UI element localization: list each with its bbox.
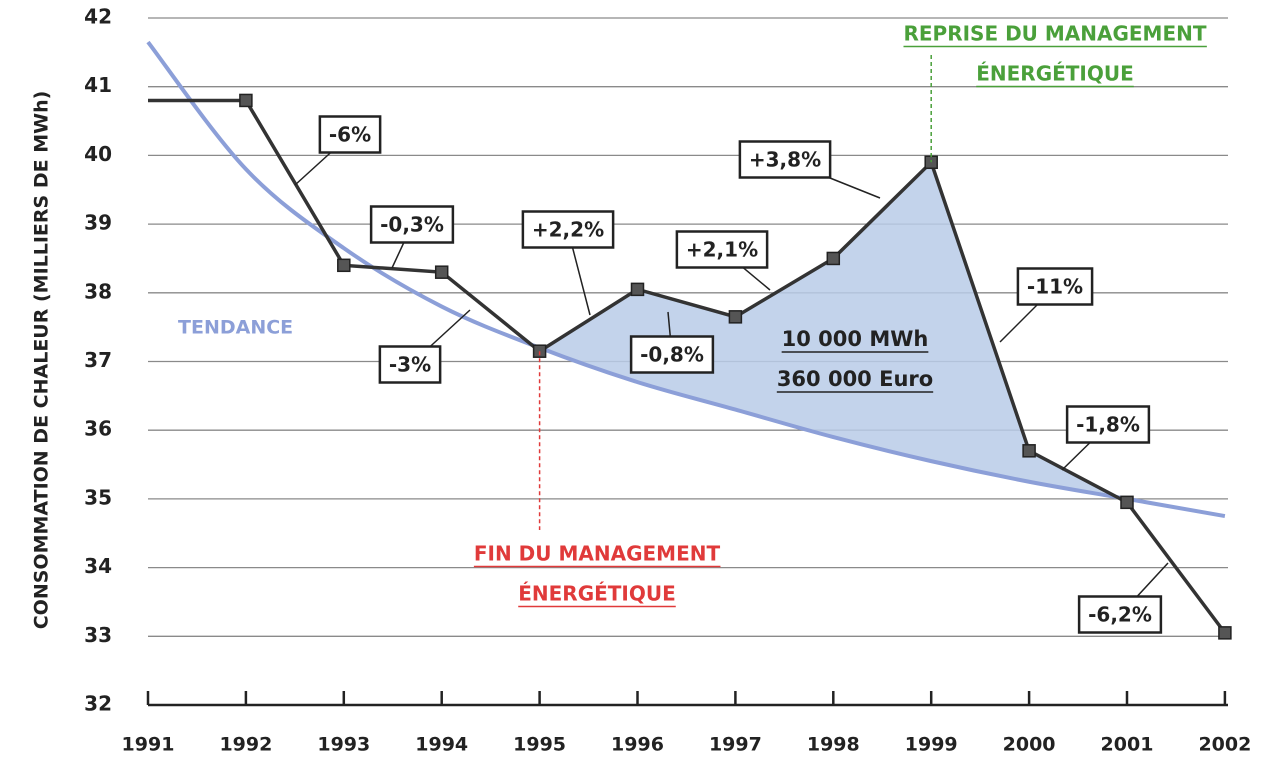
y-tick-label: 33 (84, 623, 112, 647)
change-label: -6,2% (1088, 603, 1152, 627)
point-marker (728, 310, 743, 324)
change-label-box (521, 210, 615, 249)
y-tick-label: 40 (84, 142, 112, 166)
change-label: -1,8% (1076, 413, 1140, 437)
trend-line (146, 40, 1226, 519)
x-tick-label: 1994 (415, 734, 468, 756)
change-label: -11% (1027, 275, 1083, 299)
y-tick-label: 36 (84, 417, 112, 441)
point-marker (434, 265, 449, 279)
change-label: -6% (329, 123, 371, 147)
annotation: ÉNERGÉTIQUE (518, 582, 676, 606)
x-tick-label: 2002 (1198, 734, 1251, 756)
change-label: -0,3% (380, 213, 444, 237)
point-marker (630, 282, 645, 297)
annotation: 360 000 Euro (777, 367, 933, 391)
change-label-box (675, 230, 769, 269)
y-tick-label: 35 (84, 485, 112, 509)
point-marker (1218, 626, 1232, 640)
change-label: +2,1% (686, 238, 758, 262)
change-label-box (1065, 405, 1151, 444)
x-tick-label: 1998 (807, 734, 860, 756)
change-label-box (318, 115, 382, 154)
x-tick-label: 2000 (1003, 734, 1056, 756)
annotation: FIN DU MANAGEMENT (474, 542, 721, 566)
x-tick-label: 1991 (122, 734, 175, 756)
annotation: 10 000 MWh (782, 327, 929, 351)
x-tick-label: 1992 (219, 734, 272, 756)
x-tick-label: 1997 (709, 734, 762, 756)
point-marker (826, 251, 841, 266)
y-tick-label: 38 (84, 279, 112, 303)
x-tick-label: 1996 (611, 734, 664, 756)
point-marker (337, 258, 351, 273)
y-axis-label: CONSOMMATION DE CHALEUR (MILLIERS DE MWh… (31, 91, 53, 630)
change-label: +3,8% (749, 148, 821, 172)
annotation: REPRISE DU MANAGEMENT (903, 22, 1206, 46)
y-tick-label: 32 (84, 692, 112, 716)
point-marker (239, 93, 253, 108)
change-label-box (629, 335, 715, 374)
consumption-line (148, 98, 1227, 634)
change-label-box (738, 140, 832, 179)
point-marker (1022, 444, 1036, 458)
y-tick-label: 41 (84, 73, 112, 97)
y-tick-label: 42 (84, 5, 112, 29)
x-tick-label: 1995 (513, 734, 566, 756)
gap-area (539, 162, 1127, 503)
change-label: -0,8% (640, 343, 704, 367)
y-tick-label: 37 (84, 348, 112, 372)
change-label-box (378, 345, 442, 384)
x-tick-label: 1993 (317, 734, 370, 756)
change-label-box (369, 205, 455, 244)
x-tick-label: 2001 (1101, 734, 1154, 756)
y-tick-label: 39 (84, 211, 112, 235)
change-label: -3% (389, 353, 431, 377)
annotation: ÉNERGÉTIQUE (976, 62, 1134, 86)
point-marker (1120, 495, 1134, 510)
x-tick-label: 1999 (905, 734, 958, 756)
trend-label: TENDANCE (178, 317, 293, 339)
change-label-box (1016, 267, 1094, 306)
change-label-box (1077, 595, 1163, 634)
y-tick-label: 34 (84, 554, 112, 578)
change-label: +2,2% (532, 218, 604, 242)
